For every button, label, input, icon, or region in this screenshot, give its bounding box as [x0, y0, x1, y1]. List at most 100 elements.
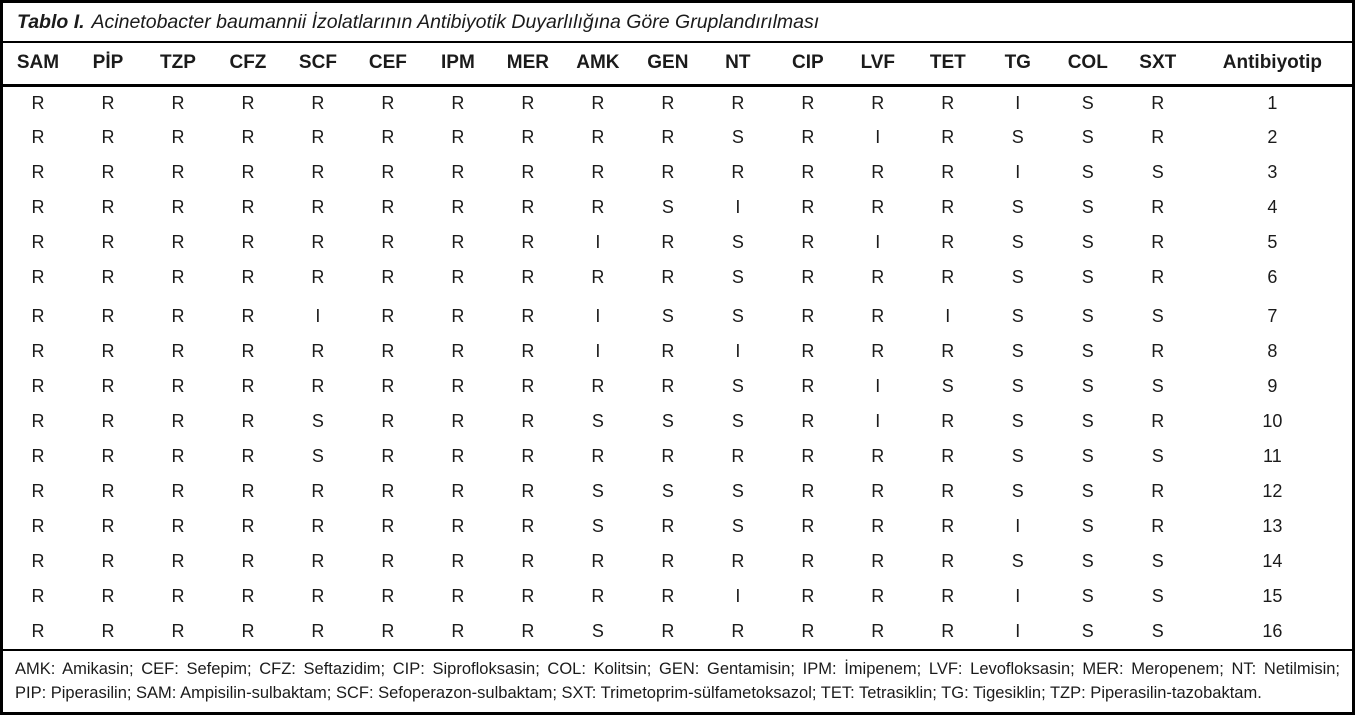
susceptibility-cell: R: [381, 551, 395, 571]
susceptibility-cell: R: [661, 162, 675, 182]
susceptibility-cell: I: [875, 232, 881, 252]
susceptibility-cell: R: [661, 376, 675, 396]
table-row: R R R R I R R R I S S R R I S S S 7: [3, 295, 1352, 334]
susceptibility-cell: S: [1011, 197, 1024, 217]
susceptibility-cell: R: [31, 621, 45, 641]
susceptibility-cell: R: [1151, 411, 1165, 431]
susceptibility-cell: S: [1151, 376, 1164, 396]
susceptibility-cell: R: [311, 267, 325, 287]
susceptibility-cell: R: [241, 586, 255, 606]
column-header-16: SXT: [1122, 43, 1193, 87]
susceptibility-cell: R: [171, 376, 185, 396]
susceptibility-cell: S: [661, 306, 674, 326]
susceptibility-cell: R: [661, 516, 675, 536]
antibiotype-number: 13: [1262, 516, 1283, 536]
susceptibility-cell: R: [241, 341, 255, 361]
susceptibility-cell: I: [735, 586, 741, 606]
susceptibility-cell: R: [241, 446, 255, 466]
susceptibility-cell: R: [661, 551, 675, 571]
susceptibility-cell: I: [875, 411, 881, 431]
susceptibility-cell: R: [171, 586, 185, 606]
susceptibility-cell: R: [521, 411, 535, 431]
susceptibility-cell: R: [521, 197, 535, 217]
susceptibility-cell: S: [1151, 621, 1164, 641]
susceptibility-cell: R: [171, 481, 185, 501]
susceptibility-cell: R: [661, 232, 675, 252]
susceptibility-cell: R: [311, 341, 325, 361]
column-header-2: TZP: [142, 43, 213, 87]
susceptibility-cell: R: [31, 481, 45, 501]
susceptibility-cell: R: [171, 306, 185, 326]
susceptibility-cell: R: [451, 586, 465, 606]
column-header-13: TET: [912, 43, 983, 87]
susceptibility-cell: R: [731, 446, 745, 466]
susceptibility-cell: R: [941, 551, 955, 571]
susceptibility-cell: R: [381, 411, 395, 431]
susceptibility-cell: S: [591, 621, 604, 641]
susceptibility-cell: S: [1081, 306, 1094, 326]
table-row: R R R R S R R R R R R R R R S S S 11: [3, 439, 1352, 474]
table-row: R R R R R R R R R R S R I S S S S 9: [3, 369, 1352, 404]
susceptibility-cell: R: [941, 621, 955, 641]
susceptibility-cell: R: [241, 267, 255, 287]
susceptibility-cell: I: [1015, 586, 1021, 606]
susceptibility-cell: S: [1081, 551, 1094, 571]
susceptibility-cell: R: [31, 551, 45, 571]
susceptibility-cell: R: [941, 481, 955, 501]
susceptibility-cell: R: [241, 481, 255, 501]
susceptibility-cell: I: [945, 306, 951, 326]
susceptibility-cell: S: [1011, 232, 1024, 252]
susceptibility-cell: S: [591, 411, 604, 431]
susceptibility-cell: R: [171, 162, 185, 182]
susceptibility-cell: S: [1011, 127, 1024, 147]
susceptibility-cell: R: [451, 411, 465, 431]
susceptibility-cell: R: [801, 481, 815, 501]
susceptibility-cell: R: [381, 621, 395, 641]
susceptibility-cell: R: [171, 341, 185, 361]
susceptibility-cell: R: [871, 92, 885, 113]
susceptibility-cell: S: [1081, 621, 1094, 641]
susceptibility-cell: R: [31, 232, 45, 252]
susceptibility-cell: R: [101, 232, 115, 252]
susceptibility-cell: R: [801, 92, 815, 113]
susceptibility-cell: R: [381, 92, 395, 113]
susceptibility-cell: R: [311, 586, 325, 606]
susceptibility-cell: R: [871, 446, 885, 466]
susceptibility-cell: R: [731, 551, 745, 571]
susceptibility-cell: R: [311, 551, 325, 571]
susceptibility-cell: R: [661, 446, 675, 466]
susceptibility-cell: S: [661, 197, 674, 217]
susceptibility-cell: R: [941, 197, 955, 217]
susceptibility-cell: R: [241, 232, 255, 252]
susceptibility-cell: R: [451, 516, 465, 536]
susceptibility-cell: S: [311, 446, 324, 466]
table-row: R R R R R R R R I R I R R R S S R 8: [3, 334, 1352, 369]
susceptibility-cell: R: [241, 411, 255, 431]
susceptibility-cell: I: [735, 197, 741, 217]
susceptibility-cell: R: [101, 586, 115, 606]
susceptibility-cell: R: [521, 586, 535, 606]
susceptibility-cell: R: [871, 267, 885, 287]
susceptibility-cell: S: [1081, 127, 1094, 147]
susceptibility-cell: S: [1081, 232, 1094, 252]
susceptibility-cell: R: [941, 162, 955, 182]
column-header-8: AMK: [562, 43, 633, 87]
column-header-7: MER: [492, 43, 563, 87]
susceptibility-cell: S: [731, 481, 744, 501]
susceptibility-cell: R: [381, 586, 395, 606]
table-row: R R R R R R R R S R S R R R I S R 13: [3, 509, 1352, 544]
column-header-1: PİP: [72, 43, 143, 87]
susceptibility-cell: R: [521, 306, 535, 326]
column-header-6: IPM: [422, 43, 493, 87]
susceptibility-cell: I: [875, 127, 881, 147]
susceptibility-cell: R: [941, 411, 955, 431]
antibiotype-number: 4: [1267, 197, 1278, 217]
susceptibility-cell: R: [31, 306, 45, 326]
susceptibility-cell: S: [1011, 481, 1024, 501]
susceptibility-cell: R: [311, 376, 325, 396]
susceptibility-cell: R: [521, 551, 535, 571]
susceptibility-cell: R: [171, 411, 185, 431]
susceptibility-cell: S: [1081, 411, 1094, 431]
column-header-17: Antibiyotip: [1192, 43, 1352, 87]
susceptibility-cell: R: [591, 127, 605, 147]
